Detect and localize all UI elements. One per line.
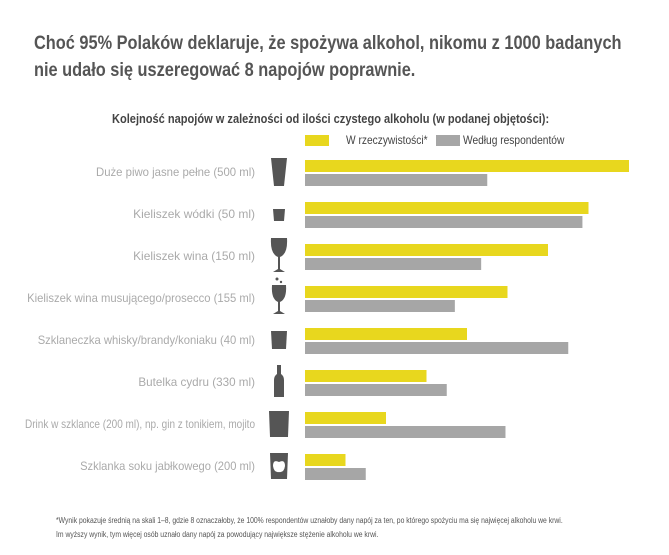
bar-respondents	[305, 468, 366, 480]
bar-actual	[305, 328, 467, 340]
category-label: Kieliszek wódki (50 ml)	[133, 207, 255, 221]
bar-actual	[305, 370, 427, 382]
bar-respondents	[305, 300, 455, 312]
category-label: Duże piwo jasne pełne (500 ml)	[96, 165, 255, 179]
footnote: *Wynik pokazuje średnią na skali 1–8, gd…	[56, 514, 563, 542]
shot-glass-icon	[273, 209, 285, 221]
headline-line-2: nie udało się uszeregować 8 napojów popr…	[34, 60, 416, 81]
legend-swatch-respondents	[436, 135, 460, 146]
category-label: Drink w szklance (200 ml), np. gin z ton…	[25, 417, 255, 431]
bar-actual	[305, 454, 346, 466]
bar-respondents	[305, 174, 488, 186]
headline: Choć 95% Polaków deklaruje, że spożywa a…	[34, 30, 622, 84]
bar-actual	[305, 244, 548, 256]
category-label: Szklaneczka whisky/brandy/koniaku (40 ml…	[38, 333, 255, 347]
drink-glass-icon	[269, 411, 289, 437]
sparkling-wine-glass-icon	[271, 277, 287, 314]
beer-glass-icon	[271, 158, 287, 186]
bar-actual	[305, 202, 589, 214]
bar-respondents	[305, 216, 583, 228]
category-label: Kieliszek wina (150 ml)	[133, 249, 255, 263]
legend-label-actual: W rzeczywistości*	[346, 133, 428, 147]
bar-actual	[305, 412, 386, 424]
whisky-glass-icon	[271, 331, 287, 349]
apple-juice-glass-icon	[270, 453, 288, 479]
cider-bottle-icon	[274, 365, 284, 397]
category-label: Kieliszek wina musującego/prosecco (155 …	[27, 291, 255, 305]
category-label: Szklanka soku jabłkowego (200 ml)	[80, 459, 255, 473]
bar-respondents	[305, 384, 447, 396]
legend-label-respondents: Według respondentów	[463, 133, 565, 147]
bar-actual	[305, 286, 508, 298]
bar-respondents	[305, 258, 482, 270]
wine-glass-icon	[270, 238, 288, 272]
bar-actual	[305, 160, 629, 172]
footnote-line-1: *Wynik pokazuje średnią na skali 1–8, gd…	[56, 516, 563, 525]
bar-respondents	[305, 426, 506, 438]
chart-title: Kolejność napojów w zależności od ilości…	[112, 111, 550, 126]
legend-swatch-actual	[305, 135, 329, 146]
headline-line-1: Choć 95% Polaków deklaruje, że spożywa a…	[34, 33, 622, 54]
bar-respondents	[305, 342, 569, 354]
footnote-line-2: Im wyższy wynik, tym więcej osób uznało …	[56, 530, 379, 539]
category-label: Butelka cydru (330 ml)	[138, 375, 255, 389]
